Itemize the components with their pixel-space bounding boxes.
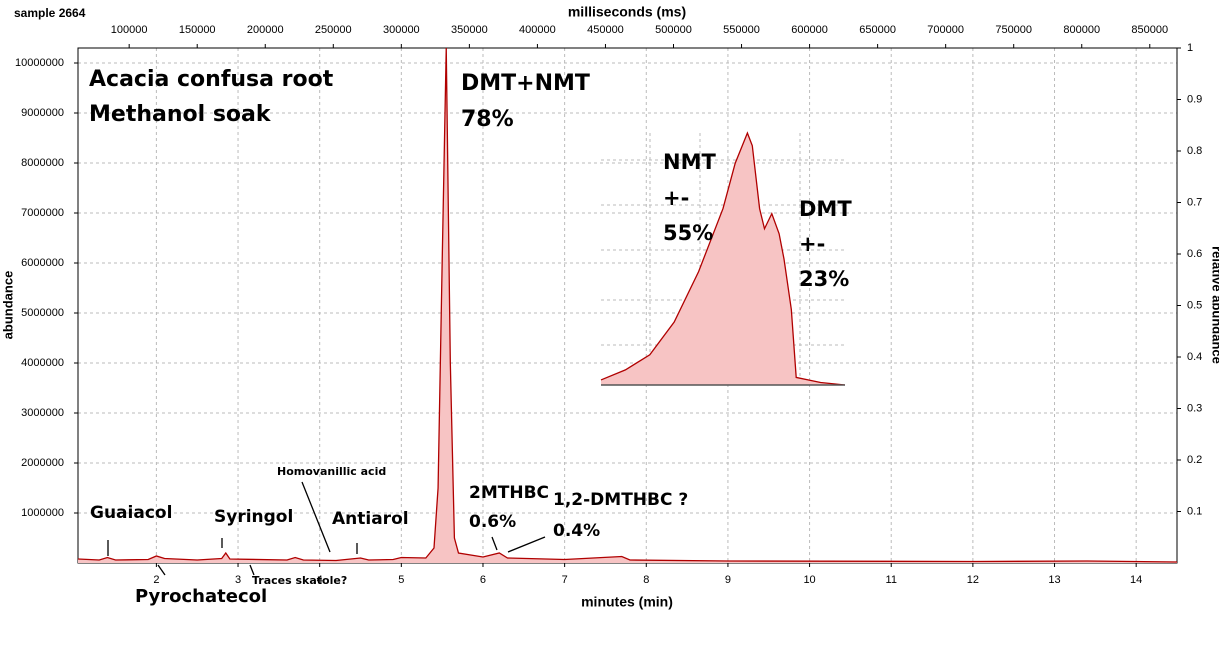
x2-tick-label: 300000: [383, 24, 420, 36]
x-tick-label: 13: [1048, 574, 1060, 586]
y2-tick-label: 1: [1187, 42, 1193, 54]
y2-tick-label: 0.8: [1187, 145, 1202, 157]
corner-label: sample 2664: [14, 6, 86, 20]
x-tick-label: 2: [153, 574, 159, 586]
x2-axis-title: milliseconds (ms): [568, 4, 686, 20]
y-axis-title: abundance: [0, 271, 15, 340]
annotation: Pyrochatecol: [135, 586, 267, 607]
y2-tick-label: 0.3: [1187, 402, 1202, 414]
x2-tick-label: 200000: [247, 24, 284, 36]
x-tick-label: 14: [1130, 574, 1142, 586]
annotation: Guaiacol: [90, 503, 172, 523]
x2-tick-label: 450000: [587, 24, 624, 36]
x2-tick-label: 400000: [519, 24, 556, 36]
x2-tick-label: 250000: [315, 24, 352, 36]
annotation: 78%: [461, 107, 514, 132]
x-tick-label: 12: [967, 574, 979, 586]
x-tick-label: 8: [643, 574, 649, 586]
y2-tick-label: 0.6: [1187, 248, 1202, 260]
annotation: DMT+NMT: [461, 71, 590, 96]
x-tick-label: 9: [725, 574, 731, 586]
x2-tick-label: 650000: [859, 24, 896, 36]
trace: [600, 131, 846, 386]
x-axis-title: minutes (min): [581, 594, 673, 610]
y-tick-label: 10000000: [15, 57, 64, 69]
x-tick-label: 11: [886, 574, 897, 586]
x2-tick-label: 550000: [723, 24, 760, 36]
x-tick-label: 3: [235, 574, 241, 586]
y-tick-label: 3000000: [21, 407, 64, 419]
inset-annotation: +-: [663, 186, 689, 210]
annotation: Acacia confusa root: [89, 67, 334, 92]
x-tick-label: 6: [480, 574, 486, 586]
x2-tick-label: 350000: [451, 24, 488, 36]
pointer: [507, 536, 546, 553]
annotation: Homovanillic acid: [277, 465, 386, 478]
annotation: Methanol soak: [89, 102, 272, 127]
annotation: 1,2-DMTHBC ?: [553, 490, 688, 510]
x-tick-label: 7: [562, 574, 568, 586]
x-tick-label: 5: [398, 574, 404, 586]
x2-tick-label: 150000: [179, 24, 216, 36]
x2-tick-label: 500000: [655, 24, 692, 36]
y-tick-label: 7000000: [21, 207, 64, 219]
trace: [77, 47, 1178, 563]
annotation: 0.4%: [553, 521, 600, 541]
inset-annotation: 55%: [663, 221, 713, 245]
pointer: [249, 564, 255, 576]
y-tick-label: 4000000: [21, 357, 64, 369]
pointer: [157, 564, 166, 576]
y-tick-label: 6000000: [21, 257, 64, 269]
x2-tick-label: 100000: [111, 24, 148, 36]
y2-tick-label: 0.7: [1187, 196, 1202, 208]
y2-tick-label: 0.5: [1187, 299, 1202, 311]
inset-annotation: DMT: [799, 197, 852, 221]
annotation: Syringol: [214, 507, 293, 527]
x2-tick-label: 850000: [1131, 24, 1168, 36]
y2-tick-label: 0.9: [1187, 93, 1202, 105]
pointer: [491, 536, 498, 551]
inset-annotation: NMT: [663, 150, 716, 174]
y2-tick-label: 0.4: [1187, 351, 1202, 363]
area: [601, 133, 845, 385]
x2-tick-label: 600000: [791, 24, 828, 36]
x-tick-label: 4: [317, 574, 323, 586]
y2-tick-label: 0.2: [1187, 454, 1202, 466]
x2-tick-label: 700000: [927, 24, 964, 36]
y-tick-label: 8000000: [21, 157, 64, 169]
inset-annotation: 23%: [799, 267, 849, 291]
x2-tick-label: 750000: [995, 24, 1032, 36]
x-tick-label: 10: [803, 574, 815, 586]
pointer: [301, 481, 331, 553]
x2-tick-label: 800000: [1063, 24, 1100, 36]
y2-axis-title: relative abundance: [1210, 246, 1219, 364]
inset-annotation: +-: [799, 232, 825, 256]
annotation: Traces skatole?: [252, 574, 347, 587]
y-tick-label: 1000000: [21, 507, 64, 519]
annotation: 0.6%: [469, 512, 516, 532]
y-tick-label: 2000000: [21, 457, 64, 469]
y-tick-label: 5000000: [21, 307, 64, 319]
y-tick-label: 9000000: [21, 107, 64, 119]
annotation: 2MTHBC: [469, 483, 549, 503]
annotation: Antiarol: [332, 509, 409, 529]
y2-tick-label: 0.1: [1187, 505, 1202, 517]
